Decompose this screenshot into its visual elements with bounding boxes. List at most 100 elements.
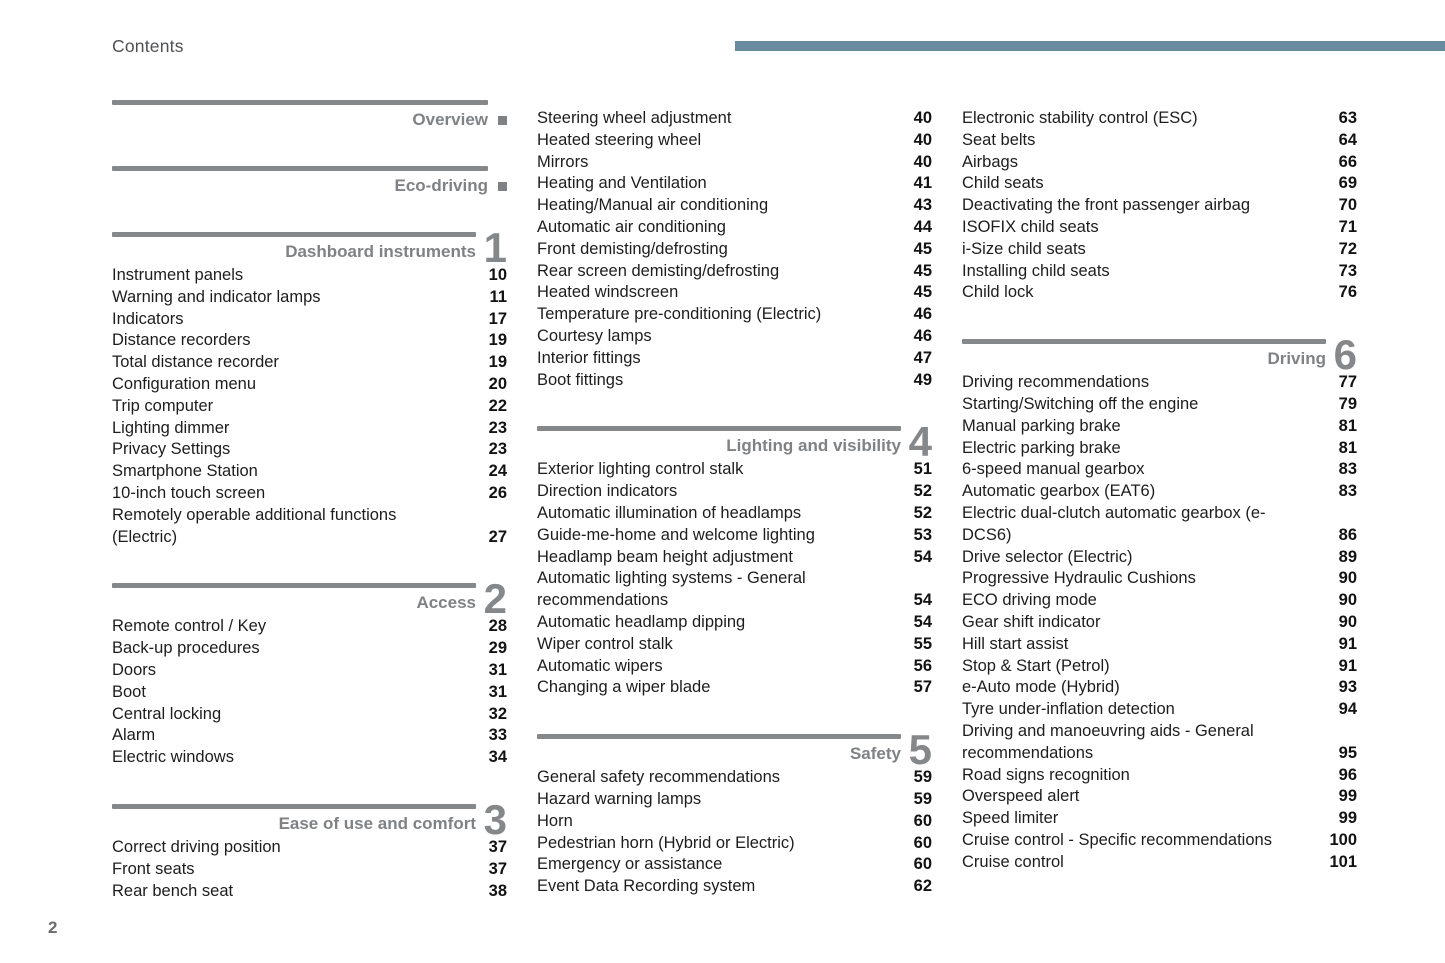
toc-entry: e-Auto mode (Hybrid) 93 <box>962 677 1357 699</box>
toc-entry: Drive selector (Electric) 89 <box>962 547 1357 569</box>
toc-entry-page: 49 <box>913 370 932 389</box>
toc-entry-title: Progressive Hydraulic Cushions <box>962 569 1196 588</box>
toc-entry-page: 22 <box>488 396 507 415</box>
toc-entry-title: Installing child seats <box>962 261 1110 280</box>
toc-entry: Smartphone Station 24 <box>112 461 507 483</box>
toc-entry-title: Road signs recognition <box>962 765 1130 784</box>
toc-entry-title: Airbags <box>962 152 1018 171</box>
section-rule <box>537 426 901 432</box>
page-number: 2 <box>48 918 58 937</box>
toc-entry-page: 43 <box>913 196 932 215</box>
toc-entry-page: 47 <box>913 348 932 367</box>
toc-entry-page: 53 <box>913 525 932 544</box>
header-accent-bar <box>735 41 1445 51</box>
toc-entry-page: 94 <box>1338 700 1357 719</box>
toc-entry-page: 95 <box>1338 743 1357 762</box>
toc-entry-page: 46 <box>913 305 932 324</box>
section-number: 2 <box>483 575 507 623</box>
toc-entry-page: 59 <box>913 789 932 808</box>
toc-entry-page: 69 <box>1338 174 1357 193</box>
toc-entry: Trip computer 22 <box>112 396 507 418</box>
toc-entry: Speed limiter 99 <box>962 808 1357 830</box>
toc-entry-title: i-Size child seats <box>962 239 1086 258</box>
toc-entry-title: Central locking <box>112 704 222 723</box>
toc-entry: Seat belts 64 <box>962 130 1357 152</box>
section-access: Access 2 Remote control / Key 28 Back-up pro… <box>112 575 507 769</box>
toc-entry: Interior fittings 47 <box>537 348 932 370</box>
toc-entry-title: 10-inch touch screen <box>112 483 266 502</box>
toc-entry-page: 83 <box>1338 460 1357 479</box>
toc-entry-title: Child seats <box>962 174 1044 193</box>
toc-entry: Gear shift indicator 90 <box>962 612 1357 634</box>
toc-items-continued: Electronic stability control (ESC) 63 Seat… <box>962 100 1357 304</box>
section-header-main: Safety <box>537 734 901 765</box>
toc-entry: Electric dual-clutch automatic gearbox (… <box>962 503 1357 547</box>
toc-entry-page: 86 <box>1338 525 1357 544</box>
section-lighting-and-visibility: Lighting and visibility 4 Exterior lightin… <box>537 418 932 699</box>
toc-entry: Wiper control stalk 55 <box>537 634 932 656</box>
toc-entry: Central locking 32 <box>112 704 507 726</box>
section-rule <box>962 339 1326 345</box>
toc-entry-title: Hill start assist <box>962 634 1069 653</box>
toc-entry-page: 11 <box>489 287 507 306</box>
toc-entry-page: 46 <box>913 326 932 345</box>
toc-entry-title: Deactivating the front passenger airbag <box>962 196 1251 215</box>
toc-entry: Driving and manoeuvring aids - General r… <box>962 721 1357 765</box>
toc-entry-title: Alarm <box>112 726 156 745</box>
section-dashboard-instruments: Dashboard instruments 1 Instrument panels 1… <box>112 227 507 548</box>
toc-entry-page: 40 <box>913 152 932 171</box>
toc-entry: General safety recommendations 59 <box>537 767 932 789</box>
toc-entry: Heated steering wheel 40 <box>537 130 932 152</box>
section-rule <box>112 583 476 589</box>
section-label: Driving <box>1267 349 1326 369</box>
toc-entry-title: Boot <box>112 682 146 701</box>
toc-entry-title: Guide-me-home and welcome lighting <box>537 525 815 544</box>
toc-entry-title: Electric dual-clutch automatic gearbox (… <box>962 503 1266 544</box>
toc-entry: Automatic headlamp dipping 54 <box>537 612 932 634</box>
toc-entry: Cruise control 101 <box>962 852 1357 874</box>
toc-entry-page: 96 <box>1338 765 1357 784</box>
toc-entry-title: Starting/Switching off the engine <box>962 394 1199 413</box>
toc-entry-page: 71 <box>1338 217 1357 236</box>
toc-entry-title: Horn <box>537 811 573 830</box>
section-number: 5 <box>908 726 932 774</box>
toc-entry-title: ECO driving mode <box>962 591 1097 610</box>
toc-entry-title: Emergency or assistance <box>537 855 723 874</box>
toc-entry-page: 41 <box>913 174 932 193</box>
toc-entry: ECO driving mode 90 <box>962 590 1357 612</box>
toc-entry-title: Courtesy lamps <box>537 326 652 345</box>
toc-entry: Privacy Settings 23 <box>112 439 507 461</box>
section-driving: Driving 6 Driving recommendations 77 Startin… <box>962 334 1357 874</box>
toc-entry-title: Automatic gearbox (EAT6) <box>962 482 1156 501</box>
toc-entry-page: 90 <box>1338 591 1357 610</box>
toc-entry-title: Heating/Manual air conditioning <box>537 196 769 215</box>
toc-entry: Pedestrian horn (Hybrid or Electric) 60 <box>537 833 932 855</box>
toc-entry: Boot 31 <box>112 682 507 704</box>
toc-entry-title: Pedestrian horn (Hybrid or Electric) <box>537 833 795 852</box>
toc-entry-page: 54 <box>913 612 932 631</box>
toc-entry-title: Wiper control stalk <box>537 634 673 653</box>
toc-entry-list-dashboard-instruments: Instrument panels 10 Warning and indicator… <box>112 265 507 548</box>
toc-entry-page: 45 <box>913 283 932 302</box>
toc-entry-title: Child lock <box>962 283 1034 302</box>
toc-entry: Indicators 17 <box>112 309 507 331</box>
toc-entry-title: Heated steering wheel <box>537 130 702 149</box>
toc-entry-title: Speed limiter <box>962 809 1059 828</box>
section-ease-of-use-and-comfort: Ease of use and comfort 3 Correct driving … <box>112 798 507 902</box>
tab-overview: Overview <box>112 100 507 131</box>
toc-entry-page: 27 <box>488 527 507 546</box>
toc-entry: Stop & Start (Petrol) 91 <box>962 656 1357 678</box>
toc-entry-page: 91 <box>1338 634 1357 653</box>
tab-square-marker <box>498 115 507 125</box>
toc-entry: Front demisting/defrosting 45 <box>537 239 932 261</box>
toc-entry: Changing a wiper blade 57 <box>537 677 932 699</box>
toc-entry: Electric parking brake 81 <box>962 438 1357 460</box>
toc-entry-list-safety: General safety recommendations 59 Hazard w… <box>537 767 932 898</box>
toc-entry-page: 90 <box>1338 569 1357 588</box>
toc-entry-page: 60 <box>913 833 932 852</box>
section-rule <box>112 803 476 809</box>
section-number: 4 <box>908 418 932 466</box>
toc-entry: Automatic air conditioning 44 <box>537 217 932 239</box>
toc-entry-title: Manual parking brake <box>962 416 1121 435</box>
toc-entry-title: Mirrors <box>537 152 589 171</box>
